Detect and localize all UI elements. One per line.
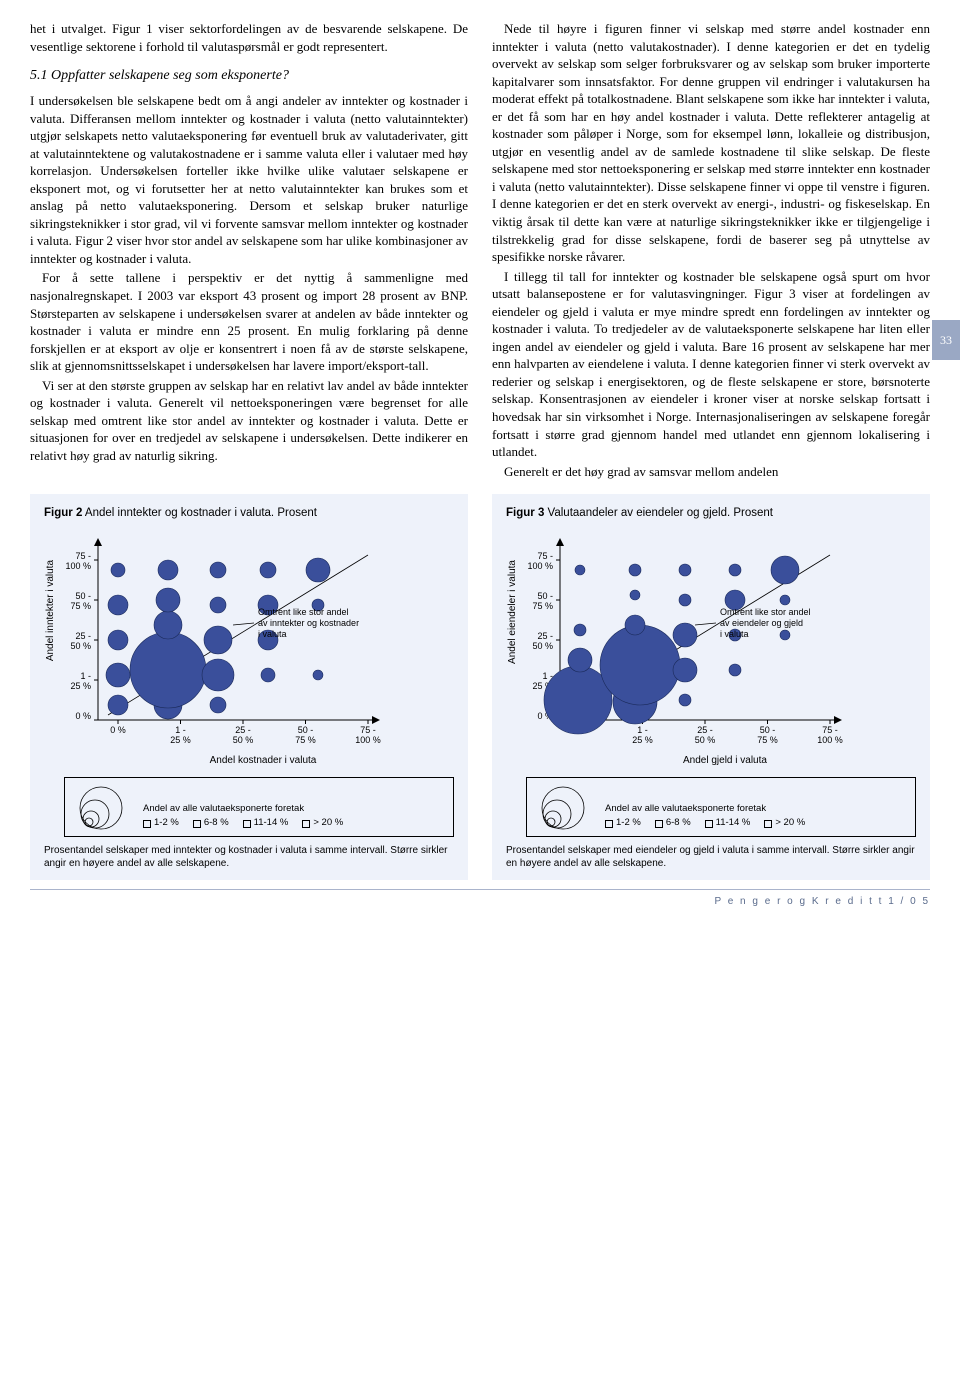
legend-square-icon (143, 820, 151, 828)
figure-2-legend-title: Andel av alle valutaeksponerte foretak (143, 803, 445, 816)
svg-text:75 %: 75 % (757, 735, 778, 745)
svg-text:75 -: 75 - (75, 551, 91, 561)
figures-row: Figur 2 Andel inntekter og kostnader i v… (30, 494, 930, 880)
svg-text:Omtrent like stor andel: Omtrent like stor andel (258, 607, 349, 617)
left-p1: I undersøkelsen ble selskapene bedt om å… (30, 92, 468, 267)
svg-text:av inntekter og kostnader: av inntekter og kostnader (258, 618, 359, 628)
figure-2-title-rest: Andel inntekter og kostnader i valuta. P… (82, 507, 317, 519)
svg-text:1 -: 1 - (175, 725, 186, 735)
svg-text:25 -: 25 - (75, 631, 91, 641)
right-p3: Generelt er det høy grad av samsvar mell… (492, 463, 930, 481)
svg-text:100 %: 100 % (65, 561, 91, 571)
svg-text:25 %: 25 % (632, 735, 653, 745)
left-p3: Vi ser at den største gruppen av selskap… (30, 377, 468, 465)
legend-item-label: > 20 % (313, 817, 343, 830)
svg-text:75 -: 75 - (360, 725, 376, 735)
svg-text:25 %: 25 % (70, 681, 91, 691)
right-p1: Nede til høyre i figuren finner vi selsk… (492, 20, 930, 266)
svg-text:25 -: 25 - (235, 725, 251, 735)
svg-text:25 -: 25 - (697, 725, 713, 735)
figure-2-chart: 75 -100 %50 -75 %25 -50 %1 -25 %0 %0 %1 … (58, 530, 388, 750)
page-number-tab: 33 (932, 320, 960, 360)
svg-text:75 -: 75 - (822, 725, 838, 735)
figure-2-title-bold: Figur 2 (44, 507, 82, 519)
figure-2-xlabel: Andel kostnader i valuta (72, 754, 454, 768)
figure-2: Figur 2 Andel inntekter og kostnader i v… (30, 494, 468, 880)
svg-text:75 -: 75 - (537, 551, 553, 561)
svg-text:75 %: 75 % (70, 601, 91, 611)
figure-3-ylabel: Andel eiendeler i valuta (506, 530, 520, 694)
svg-text:25 -: 25 - (537, 631, 553, 641)
legend-square-icon (705, 820, 713, 828)
footer: P e n g e r o g K r e d i t t 1 / 0 5 (714, 895, 930, 909)
legend-nested-circles-icon (535, 784, 595, 830)
svg-text:100 %: 100 % (355, 735, 381, 745)
legend-item-label: 1-2 % (616, 817, 641, 830)
section-heading: 5.1 Oppfatter selskapene seg som ekspone… (30, 67, 468, 86)
figure-2-caption: Prosentandel selskaper med inntekter og … (44, 845, 454, 870)
svg-text:50 %: 50 % (532, 641, 553, 651)
svg-text:50 -: 50 - (759, 725, 775, 735)
legend-square-icon (302, 820, 310, 828)
figure-3: Figur 3 Valutaandeler av eiendeler og gj… (492, 494, 930, 880)
legend-item-label: 6-8 % (204, 817, 229, 830)
figure-2-ylabel: Andel inntekter i valuta (44, 530, 58, 691)
right-column: Nede til høyre i figuren finner vi selsk… (492, 20, 930, 482)
svg-text:0 %: 0 % (110, 725, 126, 735)
figure-3-chart: 75 -100 %50 -75 %25 -50 %1 -25 %0 %0 %1 … (520, 530, 850, 750)
figure-3-xlabel: Andel gjeld i valuta (534, 754, 916, 768)
svg-text:75 %: 75 % (295, 735, 316, 745)
svg-text:50 %: 50 % (70, 641, 91, 651)
figure-2-legend-items: 1-2 % 6-8 % 11-14 % > 20 % (143, 817, 445, 830)
svg-text:i valuta: i valuta (720, 629, 749, 639)
legend-square-icon (764, 820, 772, 828)
figure-3-title-bold: Figur 3 (506, 507, 544, 519)
left-p2: For å sette tallene i perspektiv er det … (30, 269, 468, 374)
legend-item-label: 6-8 % (666, 817, 691, 830)
left-column: het i utvalget. Figur 1 viser sektorford… (30, 20, 468, 482)
svg-text:50 -: 50 - (537, 591, 553, 601)
svg-text:50 %: 50 % (694, 735, 715, 745)
figure-2-legend: Andel av alle valutaeksponerte foretak 1… (64, 777, 454, 837)
figure-3-legend-items: 1-2 % 6-8 % 11-14 % > 20 % (605, 817, 907, 830)
figure-3-legend-title: Andel av alle valutaeksponerte foretak (605, 803, 907, 816)
figure-3-title: Figur 3 Valutaandeler av eiendeler og gj… (506, 506, 916, 522)
svg-text:100 %: 100 % (817, 735, 843, 745)
svg-text:av eiendeler og gjeld: av eiendeler og gjeld (720, 618, 803, 628)
svg-text:Omtrent like stor andel: Omtrent like stor andel (720, 607, 811, 617)
svg-text:0 %: 0 % (75, 711, 91, 721)
legend-item-label: > 20 % (775, 817, 805, 830)
legend-item-label: 11-14 % (254, 817, 289, 830)
footer-rule (30, 889, 930, 890)
legend-square-icon (655, 820, 663, 828)
text-columns: het i utvalget. Figur 1 viser sektorford… (30, 20, 930, 482)
legend-item-label: 1-2 % (154, 817, 179, 830)
figure-2-title: Figur 2 Andel inntekter og kostnader i v… (44, 506, 454, 522)
svg-text:50 -: 50 - (297, 725, 313, 735)
figure-3-legend: Andel av alle valutaeksponerte foretak 1… (526, 777, 916, 837)
legend-square-icon (243, 820, 251, 828)
right-p2: I tillegg til tall for inntekter og kost… (492, 268, 930, 461)
legend-square-icon (605, 820, 613, 828)
figure-3-caption: Prosentandel selskaper med eiendeler og … (506, 845, 916, 870)
figure-3-title-rest: Valutaandeler av eiendeler og gjeld. Pro… (544, 507, 773, 519)
svg-text:100 %: 100 % (527, 561, 553, 571)
svg-text:i valuta: i valuta (258, 629, 287, 639)
legend-nested-circles-icon (73, 784, 133, 830)
intro-paragraph: het i utvalget. Figur 1 viser sektorford… (30, 20, 468, 55)
svg-text:25 %: 25 % (170, 735, 191, 745)
svg-text:75 %: 75 % (532, 601, 553, 611)
svg-text:50 -: 50 - (75, 591, 91, 601)
svg-text:1 -: 1 - (637, 725, 648, 735)
legend-square-icon (193, 820, 201, 828)
svg-text:1 -: 1 - (80, 671, 91, 681)
legend-item-label: 11-14 % (716, 817, 751, 830)
svg-text:50 %: 50 % (232, 735, 253, 745)
